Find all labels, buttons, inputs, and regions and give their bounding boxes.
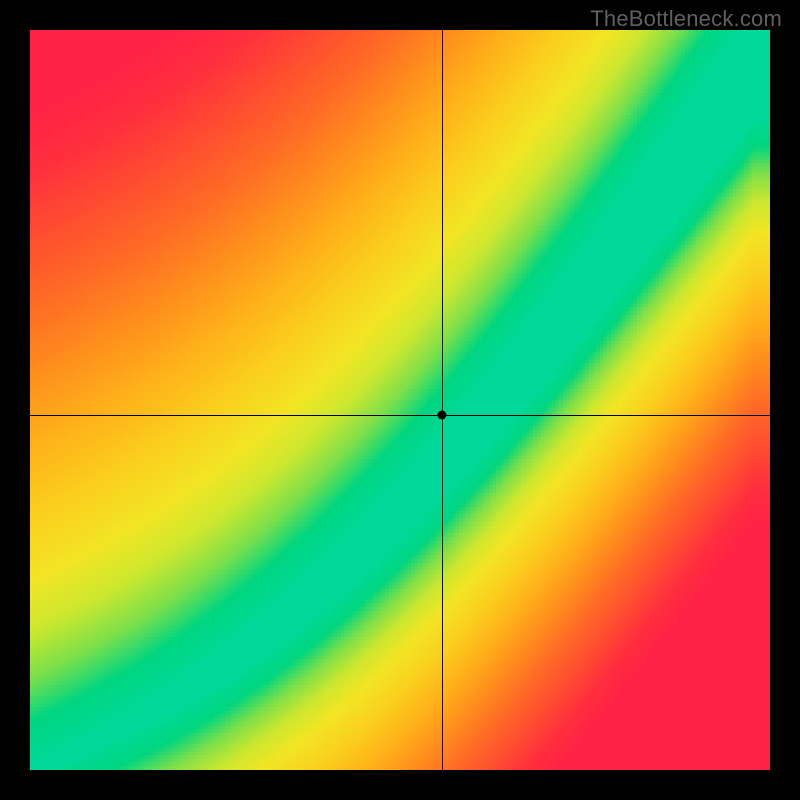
heatmap-canvas	[30, 30, 770, 770]
watermark-text: TheBottleneck.com	[590, 6, 782, 32]
crosshair-marker-dot	[438, 410, 447, 419]
crosshair-horizontal	[30, 415, 770, 416]
crosshair-vertical	[442, 30, 443, 770]
heatmap-plot	[30, 30, 770, 770]
